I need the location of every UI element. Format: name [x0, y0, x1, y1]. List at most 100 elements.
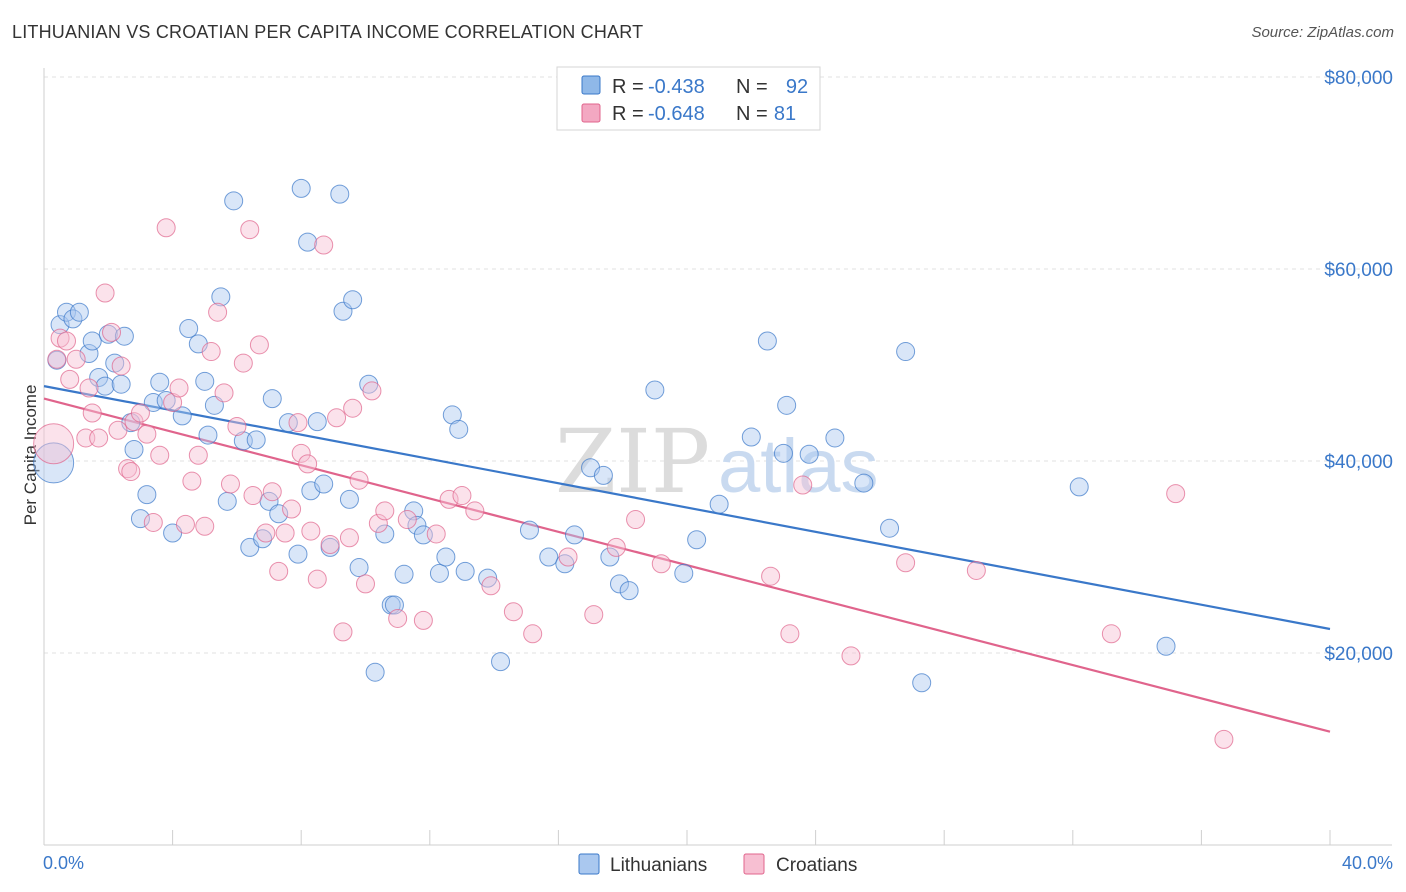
point-lithuanians-80: [741, 427, 761, 447]
point-croatians-17: [130, 403, 150, 423]
point-croatians-55: [362, 381, 382, 401]
y-tick-label-2: $60,000: [1324, 260, 1393, 281]
point-lithuanians-65: [478, 568, 498, 588]
point-croatians-33: [233, 353, 253, 373]
point-croatians-44: [298, 454, 318, 474]
point-lithuanians-26: [198, 425, 218, 445]
point-croatians-77: [896, 553, 916, 573]
point-croatians-59: [397, 510, 417, 530]
point-lithuanians-33: [246, 430, 266, 450]
point-croatians-63: [452, 486, 472, 506]
point-croatians-4: [60, 369, 80, 389]
y-axis-label: Per Capita Income: [21, 385, 40, 526]
point-croatians-43: [291, 443, 311, 463]
point-croatians-53: [349, 470, 369, 490]
point-lithuanians-52: [365, 662, 385, 682]
point-lithuanians-75: [619, 581, 639, 601]
point-lithuanians-36: [262, 389, 282, 409]
point-croatians-65: [481, 576, 501, 596]
point-lithuanians-9: [95, 376, 115, 396]
point-croatians-48: [320, 535, 340, 555]
point-croatians-26: [188, 445, 208, 465]
point-lithuanians-38: [278, 413, 298, 433]
point-croatians-5: [66, 349, 86, 369]
point-lithuanians-78: [687, 530, 707, 550]
point-croatians-13: [111, 356, 131, 376]
point-croatians-1: [47, 349, 67, 369]
legend-r-label-1: R =: [612, 76, 644, 98]
point-croatians-29: [208, 302, 228, 322]
legend-n-label-1: N =: [736, 76, 768, 98]
tick-labels: $20,000 $40,000 $60,000 $80,000 0.0% 40.0%: [43, 68, 1393, 873]
x-tick-label-1: 40.0%: [1342, 853, 1393, 873]
point-lithuanians-87: [880, 518, 900, 538]
trendline-lithuanians: [43, 385, 1331, 631]
point-croatians-75: [793, 475, 813, 495]
point-croatians-71: [626, 510, 646, 530]
point-croatians-34: [240, 220, 260, 240]
point-lithuanians-6: [79, 343, 99, 363]
point-lithuanians-62: [442, 405, 462, 425]
point-croatians-56: [368, 513, 388, 533]
point-croatians-7: [79, 378, 99, 398]
series-label-lithuanians: Lithuanians: [610, 855, 707, 876]
point-croatians-60: [413, 610, 433, 630]
point-croatians-11: [102, 322, 122, 342]
point-croatians-51: [339, 528, 359, 548]
point-croatians-0: [33, 423, 75, 465]
point-lithuanians-91: [1156, 636, 1176, 656]
point-croatians-68: [558, 547, 578, 567]
point-croatians-24: [175, 514, 195, 534]
point-lithuanians-28: [211, 287, 231, 307]
point-lithuanians-60: [429, 563, 449, 583]
point-lithuanians-61: [436, 547, 456, 567]
point-croatians-21: [156, 218, 176, 238]
legend-swatch-lithuanians: [581, 75, 601, 95]
point-lithuanians-13: [114, 326, 134, 346]
point-croatians-37: [256, 523, 276, 543]
legend-r-value-1: -0.438: [648, 76, 705, 98]
series-swatch-croatians: [743, 853, 765, 875]
point-croatians-66: [503, 602, 523, 622]
point-croatians-57: [375, 501, 395, 521]
watermark: ZIP atlas: [555, 410, 879, 513]
point-croatians-80: [1166, 484, 1186, 504]
point-croatians-46: [307, 569, 327, 589]
legend-r-value-2: -0.648: [648, 103, 705, 125]
point-lithuanians-67: [519, 520, 539, 540]
point-lithuanians-43: [307, 412, 327, 432]
point-croatians-74: [780, 624, 800, 644]
point-lithuanians-72: [593, 465, 613, 485]
point-croatians-47: [314, 235, 334, 255]
point-croatians-49: [327, 408, 347, 428]
point-croatians-81: [1214, 729, 1234, 749]
point-lithuanians-90: [1069, 477, 1089, 497]
point-lithuanians-68: [539, 547, 559, 567]
point-croatians-62: [439, 489, 459, 509]
point-lithuanians-50: [349, 558, 369, 578]
point-croatians-45: [301, 521, 321, 541]
point-lithuanians-10: [98, 324, 118, 344]
legend-n-value-2: 81: [774, 103, 796, 125]
point-lithuanians-58: [407, 515, 427, 535]
point-croatians-15: [121, 462, 141, 482]
point-croatians-36: [249, 335, 269, 355]
point-croatians-61: [426, 524, 446, 544]
point-lithuanians-37: [269, 504, 289, 524]
point-lithuanians-23: [179, 319, 199, 339]
point-lithuanians-74: [609, 574, 629, 594]
point-croatians-9: [89, 428, 109, 448]
point-lithuanians-5: [69, 302, 89, 322]
point-lithuanians-66: [491, 652, 511, 672]
point-lithuanians-16: [130, 509, 150, 529]
point-croatians-25: [182, 471, 202, 491]
point-lithuanians-22: [172, 406, 192, 426]
point-croatians-70: [606, 537, 626, 557]
point-croatians-67: [523, 624, 543, 644]
legend-swatch-croatians: [581, 103, 601, 123]
y-tick-label-0: $20,000: [1324, 644, 1393, 665]
legend-n-value-1: 92: [786, 76, 808, 98]
point-lithuanians-70: [564, 525, 584, 545]
y-tick-label-3: $80,000: [1324, 68, 1393, 89]
